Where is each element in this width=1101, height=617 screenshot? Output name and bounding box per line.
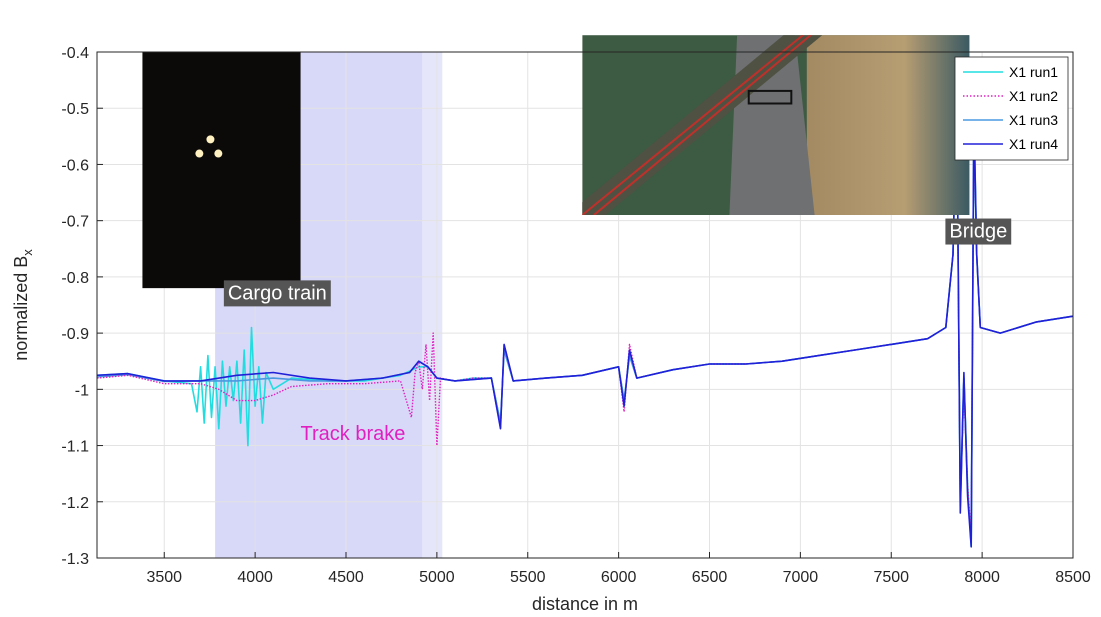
y-tick-label: -0.9 [61,326,89,343]
y-tick-label: -1.3 [61,551,89,568]
legend-item: X1 run3 [963,112,1058,128]
y-axis-label-main: normalized B [11,256,31,361]
annotation-cargo-train: Cargo train [223,280,331,307]
aerial-bridge [747,89,793,105]
y-tick-label: -1.1 [61,439,89,456]
train-headlight [195,149,204,158]
x-tick-label: 6000 [601,569,637,586]
x-tick-label: 8500 [1055,569,1091,586]
annotation-box [945,218,1012,245]
x-tick-label: 6500 [692,569,728,586]
legend-box [954,56,1069,161]
y-tick-label: -1.2 [61,495,89,512]
annotation-text: Cargo train [228,282,327,304]
aerial-rail-line [582,35,804,216]
x-tick-label: 4500 [328,569,364,586]
shaded-region [422,52,443,558]
legend-label: X1 run3 [1009,112,1058,128]
legend-item: X1 run1 [963,64,1058,80]
x-tick-label: 8000 [964,569,1000,586]
y-tick-label: -0.8 [61,270,89,287]
bridge-aerial-photo [582,35,970,216]
aerial-field-brown [806,35,970,216]
y-ticks: -0.4 -0.5 -0.6 -0.7 -0.8 -0.9 -1 -1.1 -1.2 -1.3 [61,45,103,568]
series-line [96,84,1074,548]
x-ticks: 3500 4000 4500 5000 5500 6000 6500 7000 7500 8000… [146,552,1091,586]
legend-item: X1 run2 [963,88,1058,104]
legend-label: X1 run4 [1009,136,1058,152]
legend-label: X1 run2 [1009,88,1058,104]
x-tick-label: 3500 [146,569,182,586]
annotation-bridge: Bridge [945,218,1012,245]
y-tick-label: -0.6 [61,157,89,174]
cargo-train-photo-bg [142,52,301,289]
x-tick-label: 4000 [237,569,273,586]
annotation-box [223,280,331,307]
annotation-text: Bridge [949,221,1007,243]
y-tick-label: -0.5 [61,101,89,118]
x-tick-label: 5500 [510,569,546,586]
cargo-train-photo [142,52,301,289]
legend-item: X1 run4 [963,136,1058,152]
x-axis-label: distance in m [532,594,638,614]
legend: X1 run1 X1 run2 X1 run3 X1 run4 [954,56,1069,161]
y-axis-label-subscript: x [20,249,35,256]
y-tick-label: -1 [75,382,89,399]
x-tick-label: 7500 [873,569,909,586]
train-headlight [214,149,223,158]
x-tick-label: 5000 [419,569,455,586]
aerial-rail-line [593,35,812,216]
y-tick-label: -0.4 [61,45,89,62]
x-tick-label: 7000 [783,569,819,586]
train-headlight [206,135,215,144]
y-axis-label: normalized Bx [11,249,35,361]
annotation-track-brake: Track brake [301,423,406,445]
plot-frame [96,51,1074,559]
legend-label: X1 run1 [1009,64,1058,80]
y-tick-label: -0.7 [61,214,89,231]
